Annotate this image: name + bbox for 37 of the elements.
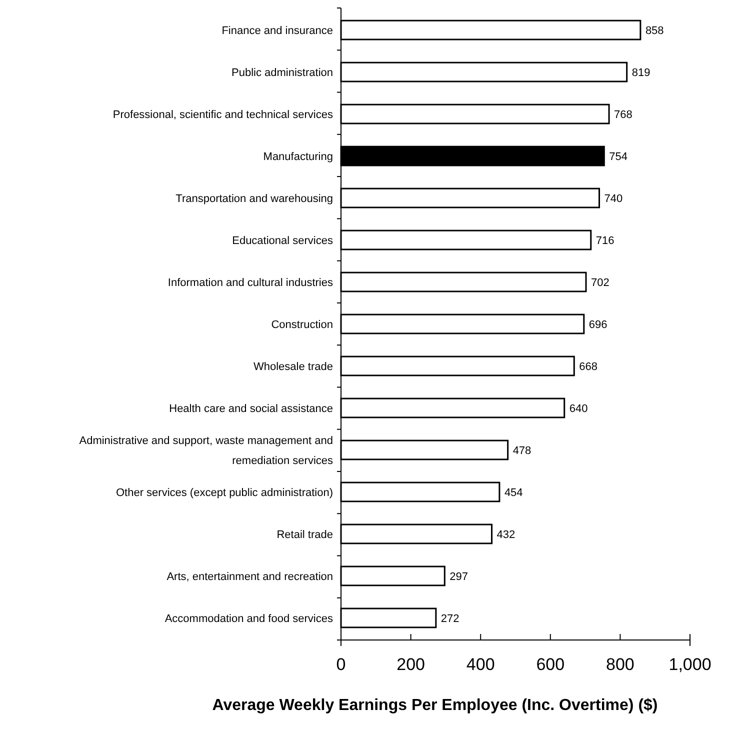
y-tick-label: Information and cultural industries: [168, 276, 334, 289]
y-tick-label: Retail trade: [276, 528, 333, 541]
y-tick-label: Manufacturing: [263, 150, 333, 163]
data-label: 740: [604, 192, 623, 205]
data-label: 668: [579, 360, 598, 373]
data-label: 819: [632, 66, 650, 79]
data-label: 454: [504, 486, 523, 499]
y-tick-label: Transportation and warehousing: [176, 192, 333, 205]
data-label: 478: [512, 444, 532, 457]
y-tick-label: Public administration: [232, 66, 333, 79]
x-tick-label: 200: [396, 655, 425, 674]
y-tick-label: Accommodation and food services: [164, 612, 334, 625]
y-tick-label: Finance and insurance: [222, 24, 333, 37]
data-label: 640: [569, 402, 588, 415]
y-tick-label: Other services (except public administration): [116, 486, 333, 499]
y-tick-label: Wholesale trade: [254, 360, 333, 373]
data-label: 297: [450, 570, 468, 583]
x-tick-label: 400: [466, 655, 495, 674]
data-label: 272: [440, 612, 460, 625]
data-label: 768: [614, 108, 632, 121]
y-tick-label: Educational services: [232, 234, 334, 247]
data-label: 432: [496, 528, 516, 541]
x-tick-label: 0: [336, 655, 346, 674]
data-label: 696: [588, 318, 608, 331]
data-label: 858: [645, 24, 664, 37]
y-tick-label: Construction: [271, 318, 333, 331]
data-label: 702: [591, 276, 610, 289]
y-tick-label: Arts, entertainment and recreation: [166, 570, 333, 583]
y-tick-label: Administrative and support, waste management and remediation services: [79, 434, 334, 467]
x-tick-label: 800: [606, 655, 634, 674]
y-tick-label: Professional, scientific and technical services: [112, 108, 334, 121]
x-tick-label: 600: [536, 655, 565, 674]
x-axis-title: Average Weekly Earnings Per Employee (Inc. Overtime) ($): [212, 697, 658, 714]
y-tick-label: Health care and social assistance: [169, 402, 333, 415]
data-label: 754: [609, 150, 628, 163]
data-label: 716: [596, 234, 614, 247]
x-tick-label: 1,000: [668, 655, 712, 674]
